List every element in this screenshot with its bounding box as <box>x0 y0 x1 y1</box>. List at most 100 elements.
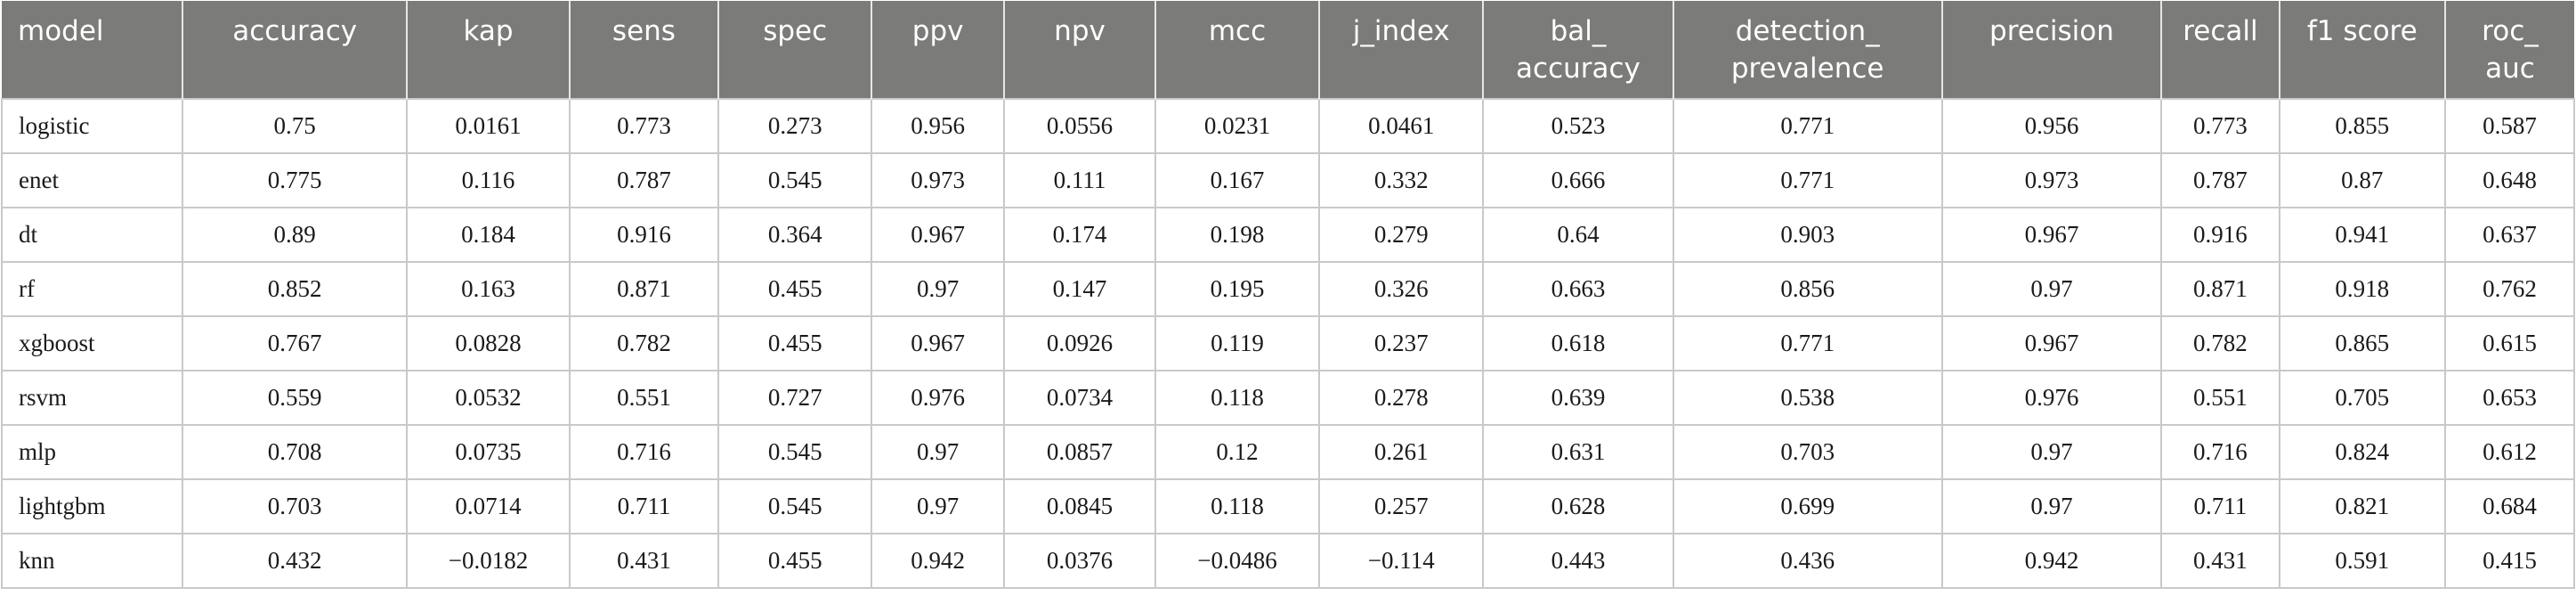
cell-spec: 0.545 <box>717 478 873 534</box>
cell-mcc: 0.118 <box>1154 370 1321 426</box>
table-row: dt 0.89 0.184 0.916 0.364 0.967 0.174 0.198 0.27… <box>1 207 2576 263</box>
cell-precision: 0.973 <box>1940 152 2163 208</box>
cell-f1-score: 0.865 <box>2278 315 2446 371</box>
column-header-npv: npv <box>1003 1 1155 99</box>
cell-bal-accuracy: 0.443 <box>1482 533 1674 589</box>
cell-ppv: 0.97 <box>871 424 1006 480</box>
cell-kap: 0.0714 <box>406 478 571 534</box>
column-header-roc-auc-text: roc_ auc <box>2482 15 2539 85</box>
cell-kap: 0.116 <box>406 152 571 208</box>
cell-npv: 0.147 <box>1003 261 1156 317</box>
table-row: lightgbm 0.703 0.0714 0.711 0.545 0.97 0.0845 0… <box>1 478 2576 534</box>
cell-roc-auc: 0.612 <box>2443 424 2576 480</box>
cell-precision: 0.976 <box>1940 370 2163 426</box>
cell-spec: 0.545 <box>717 152 873 208</box>
table-row: logistic 0.75 0.0161 0.773 0.273 0.956 0.0556 0… <box>1 98 2576 154</box>
cell-accuracy: 0.432 <box>181 533 409 589</box>
table-row: mlp 0.708 0.0735 0.716 0.545 0.97 0.0857 0.12 0.… <box>1 424 2576 480</box>
cell-npv: 0.0857 <box>1003 424 1156 480</box>
cell-mcc: 0.198 <box>1154 207 1321 263</box>
cell-spec: 0.455 <box>717 315 873 371</box>
cell-kap: 0.163 <box>406 261 571 317</box>
cell-kap: 0.0161 <box>406 98 571 154</box>
cell-mcc: 0.12 <box>1154 424 1321 480</box>
cell-kap: 0.184 <box>406 207 571 263</box>
cell-detection-prevalence: 0.436 <box>1672 533 1943 589</box>
cell-j-index: 0.326 <box>1318 261 1485 317</box>
column-header-bal-accuracy: bal_ accuracy <box>1482 1 1673 99</box>
cell-ppv: 0.976 <box>871 370 1006 426</box>
cell-bal-accuracy: 0.666 <box>1482 152 1674 208</box>
cell-j-index: 0.257 <box>1318 478 1485 534</box>
cell-kap: −0.0182 <box>406 533 571 589</box>
cell-recall: 0.782 <box>2160 315 2280 371</box>
cell-roc-auc: 0.648 <box>2443 152 2576 208</box>
cell-j-index: 0.278 <box>1318 370 1485 426</box>
column-header-j-index: j_index <box>1318 1 1484 99</box>
header-row: model accuracy kap sens spec ppv npv mcc… <box>2 1 2574 99</box>
cell-precision: 0.956 <box>1940 98 2163 154</box>
cell-roc-auc: 0.587 <box>2443 98 2576 154</box>
cell-f1-score: 0.705 <box>2278 370 2446 426</box>
cell-npv: 0.0556 <box>1003 98 1156 154</box>
cell-roc-auc: 0.762 <box>2443 261 2576 317</box>
cell-j-index: 0.261 <box>1318 424 1485 480</box>
cell-model: rf <box>1 261 183 317</box>
cell-precision: 0.942 <box>1940 533 2163 589</box>
cell-spec: 0.727 <box>717 370 873 426</box>
cell-spec: 0.545 <box>717 424 873 480</box>
column-header-ppv: ppv <box>871 1 1005 99</box>
cell-accuracy: 0.852 <box>181 261 409 317</box>
cell-kap: 0.0532 <box>406 370 571 426</box>
column-header-sens: sens <box>568 1 719 99</box>
cell-ppv: 0.97 <box>871 478 1006 534</box>
cell-accuracy: 0.775 <box>181 152 409 208</box>
column-header-spec: spec <box>717 1 872 99</box>
cell-j-index: 0.237 <box>1318 315 1485 371</box>
cell-sens: 0.431 <box>568 533 720 589</box>
cell-precision: 0.97 <box>1940 478 2163 534</box>
cell-model: mlp <box>1 424 183 480</box>
cell-f1-score: 0.821 <box>2278 478 2446 534</box>
cell-bal-accuracy: 0.523 <box>1482 98 1674 154</box>
cell-kap: 0.0735 <box>406 424 571 480</box>
cell-npv: 0.0376 <box>1003 533 1156 589</box>
table-row: rsvm 0.559 0.0532 0.551 0.727 0.976 0.0734 0.11… <box>1 370 2576 426</box>
column-header-mcc: mcc <box>1154 1 1320 99</box>
column-header-f1-score: f1 score <box>2278 1 2445 99</box>
cell-accuracy: 0.89 <box>181 207 409 263</box>
cell-sens: 0.711 <box>568 478 720 534</box>
cell-mcc: −0.0486 <box>1154 533 1321 589</box>
cell-recall: 0.787 <box>2160 152 2280 208</box>
cell-recall: 0.871 <box>2160 261 2280 317</box>
cell-detection-prevalence: 0.771 <box>1672 98 1943 154</box>
cell-ppv: 0.973 <box>871 152 1006 208</box>
cell-ppv: 0.967 <box>871 207 1006 263</box>
cell-recall: 0.431 <box>2160 533 2280 589</box>
cell-model: lightgbm <box>1 478 183 534</box>
cell-accuracy: 0.75 <box>181 98 409 154</box>
model-metrics-table: model accuracy kap sens spec ppv npv mcc… <box>1 1 2576 589</box>
cell-precision: 0.97 <box>1940 424 2163 480</box>
column-header-detection-prevalence-text: detection_ prevalence <box>1730 15 1884 85</box>
cell-detection-prevalence: 0.699 <box>1672 478 1943 534</box>
cell-npv: 0.0845 <box>1003 478 1156 534</box>
cell-ppv: 0.97 <box>871 261 1006 317</box>
cell-bal-accuracy: 0.639 <box>1482 370 1674 426</box>
cell-roc-auc: 0.684 <box>2443 478 2576 534</box>
table-row: xgboost 0.767 0.0828 0.782 0.455 0.967 0.0926 0… <box>1 315 2576 371</box>
table-row: knn 0.432 −0.0182 0.431 0.455 0.942 0.0376 −0.0… <box>1 533 2576 589</box>
table-row: rf 0.852 0.163 0.871 0.455 0.97 0.147 0.195 0.32… <box>1 261 2576 317</box>
cell-model: enet <box>1 152 183 208</box>
cell-accuracy: 0.708 <box>181 424 409 480</box>
cell-detection-prevalence: 0.771 <box>1672 315 1943 371</box>
cell-f1-score: 0.855 <box>2278 98 2446 154</box>
cell-recall: 0.716 <box>2160 424 2280 480</box>
cell-model: logistic <box>1 98 183 154</box>
cell-recall: 0.773 <box>2160 98 2280 154</box>
cell-detection-prevalence: 0.771 <box>1672 152 1943 208</box>
cell-sens: 0.551 <box>568 370 720 426</box>
column-header-recall: recall <box>2160 1 2280 99</box>
cell-spec: 0.273 <box>717 98 873 154</box>
cell-bal-accuracy: 0.663 <box>1482 261 1674 317</box>
